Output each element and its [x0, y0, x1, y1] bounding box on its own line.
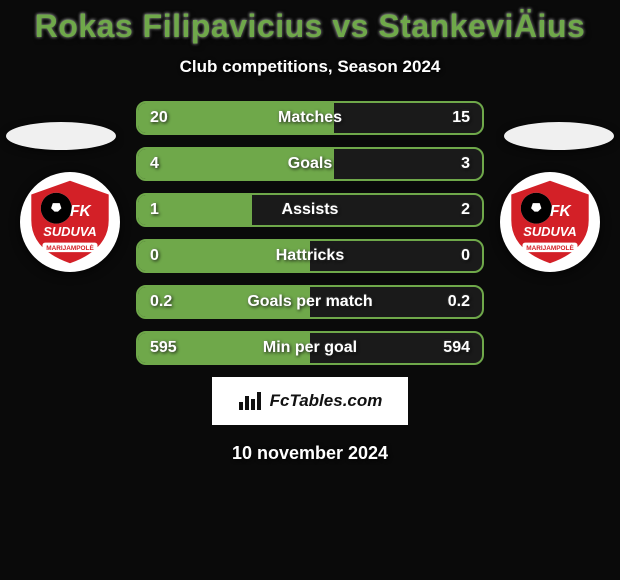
svg-text:MARIJAMPOLĖ: MARIJAMPOLĖ: [526, 244, 574, 252]
stat-row: 595Min per goal594: [136, 331, 484, 365]
stat-label: Assists: [198, 201, 422, 219]
stat-row: 0.2Goals per match0.2: [136, 285, 484, 319]
stat-label: Matches: [198, 109, 422, 127]
stat-label: Goals per match: [198, 293, 422, 311]
stat-value-right: 2: [422, 201, 482, 219]
stat-value-left: 4: [138, 155, 198, 173]
bars-icon: [238, 390, 264, 412]
svg-text:SUDUVA: SUDUVA: [43, 224, 96, 239]
stat-row: 20Matches15: [136, 101, 484, 135]
stat-value-right: 0.2: [422, 293, 482, 311]
page-title: Rokas Filipavicius vs StankeviÄius: [0, 8, 620, 45]
stat-value-left: 0: [138, 247, 198, 265]
stat-value-right: 0: [422, 247, 482, 265]
club-badge-right: FK SUDUVA MARIJAMPOLĖ: [500, 172, 600, 272]
stat-label: Goals: [198, 155, 422, 173]
comparison-infographic: Rokas Filipavicius vs StankeviÄius Club …: [0, 0, 620, 580]
svg-text:SUDUVA: SUDUVA: [523, 224, 576, 239]
brand-badge: FcTables.com: [212, 377, 408, 425]
stat-label: Min per goal: [198, 339, 422, 357]
stat-row: 4Goals3: [136, 147, 484, 181]
stats-table: 20Matches154Goals31Assists20Hattricks00.…: [136, 101, 484, 365]
stat-value-left: 20: [138, 109, 198, 127]
player-photo-left-placeholder: [6, 122, 116, 150]
stat-value-right: 594: [422, 339, 482, 357]
stat-row: 1Assists2: [136, 193, 484, 227]
svg-text:MARIJAMPOLĖ: MARIJAMPOLĖ: [46, 244, 94, 252]
stat-label: Hattricks: [198, 247, 422, 265]
subtitle: Club competitions, Season 2024: [0, 57, 620, 77]
stat-row: 0Hattricks0: [136, 239, 484, 273]
stat-value-left: 0.2: [138, 293, 198, 311]
svg-text:FK: FK: [550, 203, 572, 220]
stat-value-right: 3: [422, 155, 482, 173]
stat-value-left: 1: [138, 201, 198, 219]
date-label: 10 november 2024: [0, 443, 620, 464]
brand-label: FcTables.com: [270, 391, 383, 411]
suduva-logo-icon: FK SUDUVA MARIJAMPOLĖ: [507, 179, 593, 265]
svg-text:FK: FK: [70, 203, 92, 220]
stat-value-left: 595: [138, 339, 198, 357]
suduva-logo-icon: FK SUDUVA MARIJAMPOLĖ: [27, 179, 113, 265]
club-badge-left: FK SUDUVA MARIJAMPOLĖ: [20, 172, 120, 272]
stat-value-right: 15: [422, 109, 482, 127]
player-photo-right-placeholder: [504, 122, 614, 150]
